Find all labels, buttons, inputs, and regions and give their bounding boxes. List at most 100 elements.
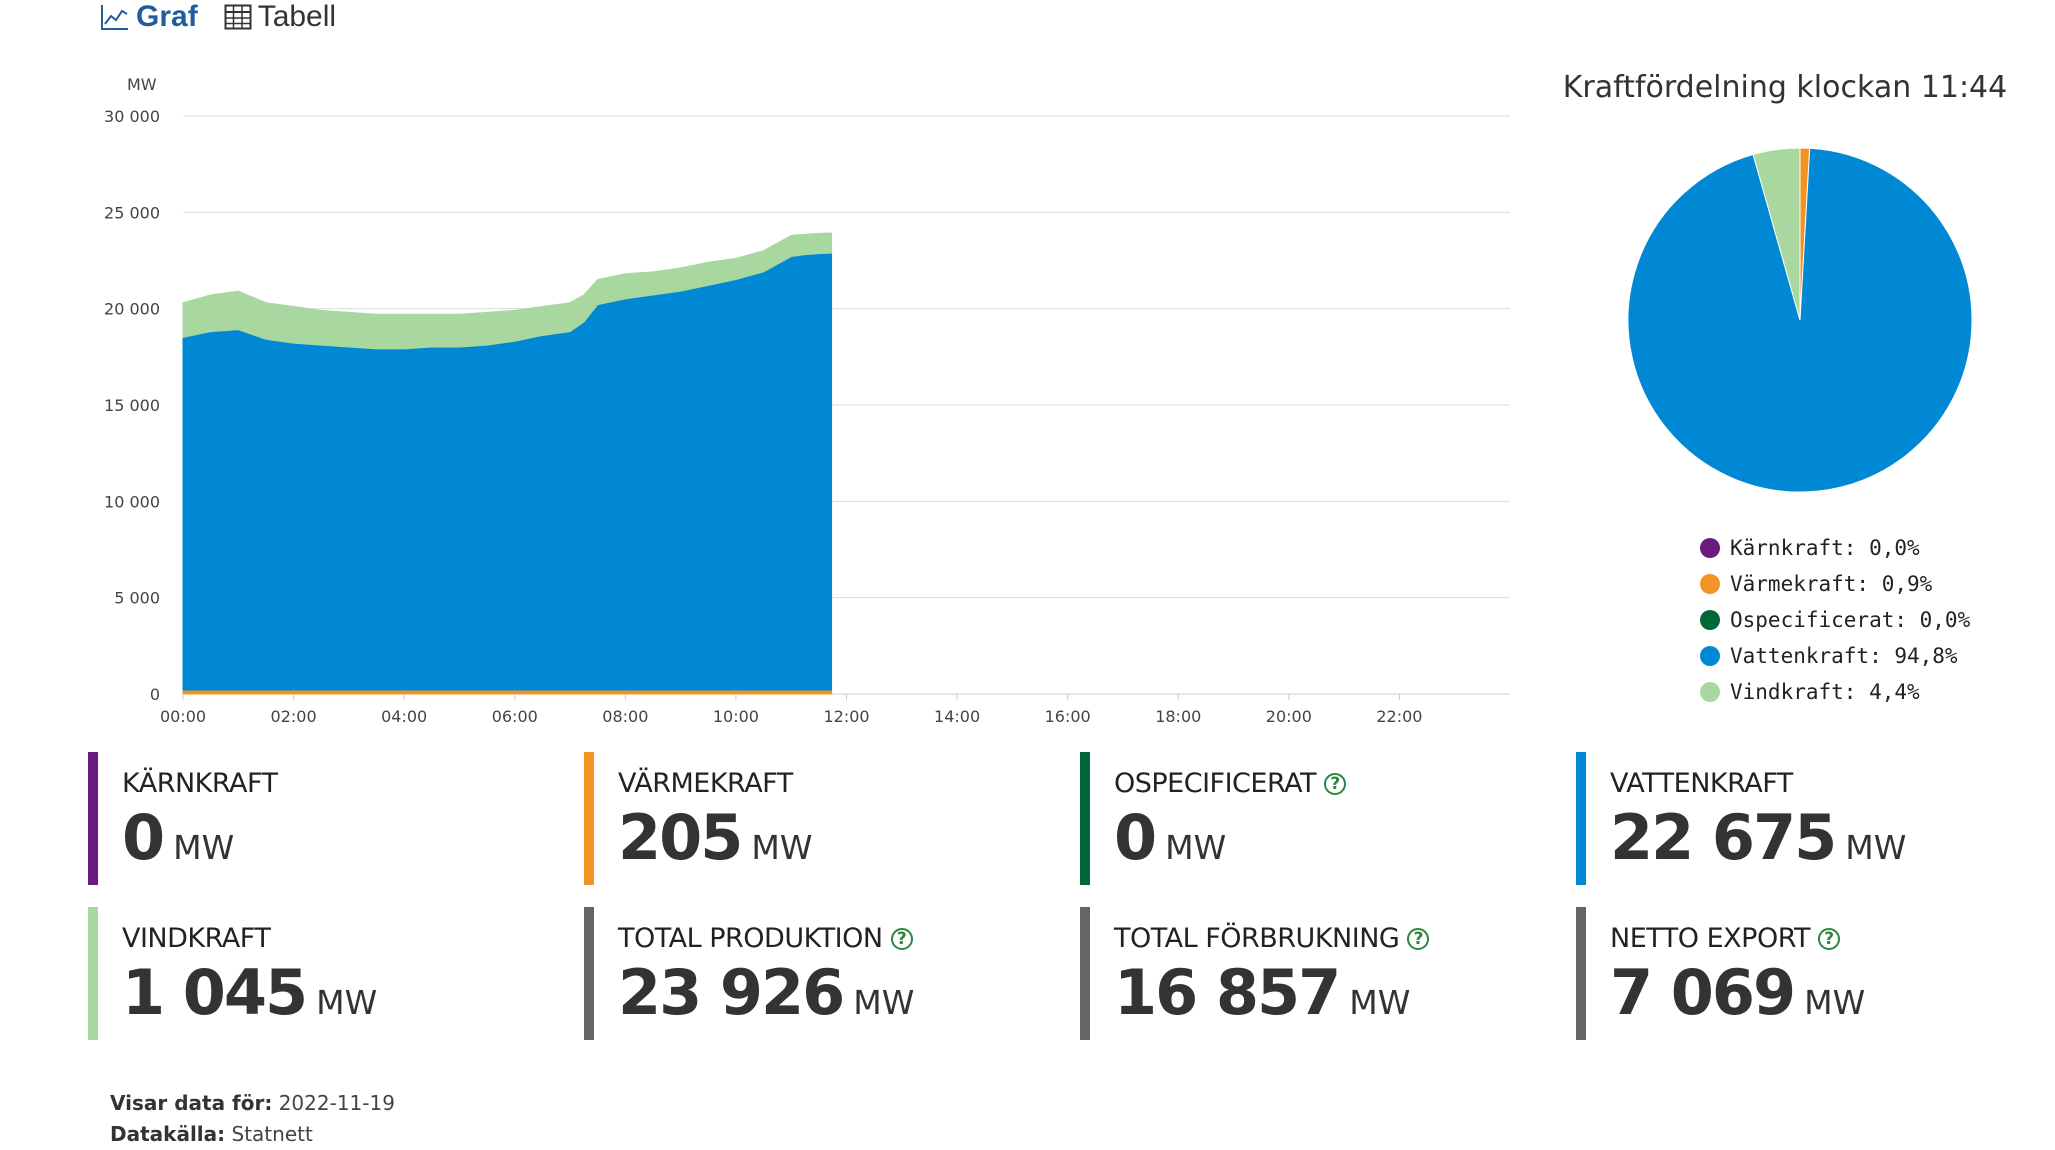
card-value-unit: MW [1165, 828, 1226, 867]
legend-dot [1700, 538, 1720, 558]
card-value-number: 0 [122, 801, 163, 874]
legend-item-vindkraft[interactable]: Vindkraft: 4,4% [1700, 674, 1970, 710]
y-axis-unit-label: MW [127, 75, 157, 94]
x-tick-label: 18:00 [1155, 707, 1201, 726]
tab-tabell-label: Tabell [258, 0, 336, 34]
card-value: 205 MW [618, 801, 1080, 874]
card-value-unit: MW [1804, 983, 1865, 1022]
card-label-text: VINDKRAFT [122, 923, 270, 954]
card-value-number: 22 675 [1610, 801, 1835, 874]
x-tick-label: 08:00 [602, 707, 648, 726]
card-label: KÄRNKRAFT [122, 768, 584, 799]
legend-label: Kärnkraft: 0,0% [1730, 536, 1920, 560]
x-tick-label: 20:00 [1266, 707, 1312, 726]
card-label: VÄRMEKRAFT [618, 768, 1080, 799]
card-color-bar [1576, 752, 1586, 885]
card-label-text: KÄRNKRAFT [122, 768, 278, 799]
card-value: 7 069 MW [1610, 956, 2048, 1029]
card-value: 1 045 MW [122, 956, 584, 1029]
card-color-bar [584, 907, 594, 1040]
legend-dot [1700, 682, 1720, 702]
card-value-unit: MW [173, 828, 234, 867]
legend-item-vattenkraft[interactable]: Vattenkraft: 94,8% [1700, 638, 1970, 674]
date-label: Visar data för: [110, 1091, 272, 1115]
tab-graf-label: Graf [136, 0, 198, 34]
y-tick-label: 25 000 [104, 203, 160, 222]
source-label: Datakälla: [110, 1122, 225, 1146]
legend-label: Vattenkraft: 94,8% [1730, 644, 1958, 668]
card-label-text: VATTENKRAFT [1610, 768, 1793, 799]
pie-chart-title: Kraftfördelning klockan 11:44 [1560, 70, 2010, 105]
x-tick-label: 02:00 [271, 707, 317, 726]
card-color-bar [88, 752, 98, 885]
card-color-bar [88, 907, 98, 1040]
help-icon[interactable]: ? [1818, 928, 1840, 950]
card-label-text: NETTO EXPORT [1610, 923, 1810, 954]
card-value-unit: MW [1349, 983, 1410, 1022]
y-tick-label: 15 000 [104, 396, 160, 415]
x-tick-label: 12:00 [823, 707, 869, 726]
date-line: Visar data för: 2022-11-19 [110, 1088, 395, 1119]
card-value-number: 205 [618, 801, 741, 874]
card-value-number: 7 069 [1610, 956, 1794, 1029]
table-icon [224, 4, 252, 30]
card-value-number: 23 926 [618, 956, 843, 1029]
area-series-varmekraft[interactable] [183, 690, 832, 694]
legend-label: Vindkraft: 4,4% [1730, 680, 1920, 704]
distribution-pie-chart [1620, 140, 1980, 500]
y-tick-label: 5 000 [114, 589, 160, 608]
card-value: 0 MW [122, 801, 584, 874]
legend-dot [1700, 610, 1720, 630]
view-tabs: Graf Tabell [100, 0, 336, 34]
legend-item-varmekraft[interactable]: Värmekraft: 0,9% [1700, 566, 1970, 602]
x-tick-label: 04:00 [381, 707, 427, 726]
legend-label: Värmekraft: 0,9% [1730, 572, 1932, 596]
card-color-bar [1080, 907, 1090, 1040]
footer-info: Visar data för: 2022-11-19 Datakälla: St… [110, 1088, 395, 1150]
x-tick-label: 10:00 [713, 707, 759, 726]
card-value: 16 857 MW [1114, 956, 1576, 1029]
card-label: NETTO EXPORT? [1610, 923, 2048, 954]
legend-label: Ospecificerat: 0,0% [1730, 608, 1970, 632]
card-label-text: OSPECIFICERAT [1114, 768, 1316, 799]
card-label-text: VÄRMEKRAFT [618, 768, 793, 799]
card-label-text: TOTAL FÖRBRUKNING [1114, 923, 1399, 954]
card-color-bar [584, 752, 594, 885]
card-total-forbrukning: TOTAL FÖRBRUKNING? 16 857 MW [1080, 907, 1576, 1040]
card-label: TOTAL PRODUKTION? [618, 923, 1080, 954]
x-tick-label: 16:00 [1045, 707, 1091, 726]
tab-tabell[interactable]: Tabell [224, 0, 336, 34]
card-value-unit: MW [316, 983, 377, 1022]
legend-item-ospecificerat[interactable]: Ospecificerat: 0,0% [1700, 602, 1970, 638]
card-value-number: 16 857 [1114, 956, 1339, 1029]
card-label: OSPECIFICERAT? [1114, 768, 1576, 799]
card-value: 23 926 MW [618, 956, 1080, 1029]
tab-graf[interactable]: Graf [100, 0, 198, 34]
legend-dot [1700, 646, 1720, 666]
card-value-unit: MW [853, 983, 914, 1022]
legend-item-karnkraft[interactable]: Kärnkraft: 0,0% [1700, 530, 1970, 566]
y-tick-label: 20 000 [104, 300, 160, 319]
help-icon[interactable]: ? [891, 928, 913, 950]
x-tick-label: 00:00 [160, 707, 206, 726]
card-color-bar [1080, 752, 1090, 885]
card-color-bar [1576, 907, 1586, 1040]
card-label-text: TOTAL PRODUKTION [618, 923, 883, 954]
help-icon[interactable]: ? [1324, 773, 1346, 795]
card-label: VINDKRAFT [122, 923, 584, 954]
card-value-number: 1 045 [122, 956, 306, 1029]
help-icon[interactable]: ? [1407, 928, 1429, 950]
x-tick-label: 14:00 [934, 707, 980, 726]
legend-dot [1700, 574, 1720, 594]
source-value: Statnett [232, 1122, 313, 1146]
source-line: Datakälla: Statnett [110, 1119, 395, 1150]
card-value-unit: MW [751, 828, 812, 867]
